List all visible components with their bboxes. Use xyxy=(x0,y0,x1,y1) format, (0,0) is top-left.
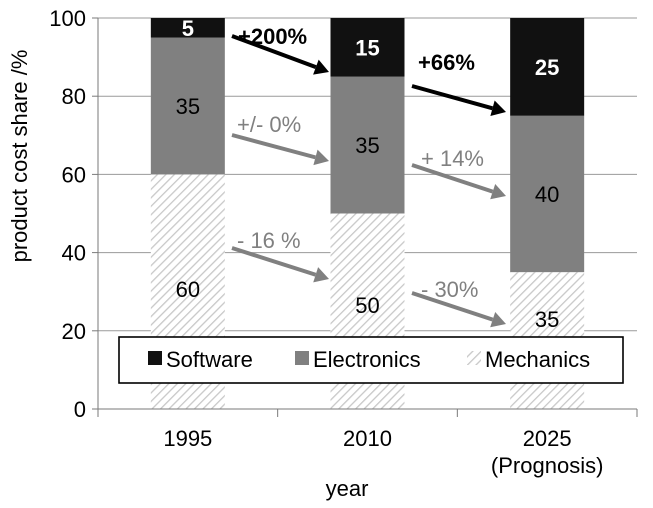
y-tick-label: 60 xyxy=(62,162,86,187)
arrow-label: +/- 0% xyxy=(237,112,301,137)
arrow-shaft xyxy=(411,163,494,194)
legend: Software Electronics Mechanics xyxy=(118,336,624,384)
bar-electronics xyxy=(510,115,585,273)
bar-software xyxy=(150,18,225,38)
arrow-label: - 30% xyxy=(421,277,478,302)
y-tick-label: 0 xyxy=(74,397,86,422)
arrow-shaft xyxy=(411,291,494,322)
arrow-shaft xyxy=(231,133,316,160)
bar-electronics xyxy=(330,76,405,214)
x-axis-label: year xyxy=(326,476,369,501)
arrow-head xyxy=(490,184,506,200)
legend-swatch-mechanics xyxy=(467,351,481,365)
arrow-head xyxy=(490,100,506,116)
arrow-head xyxy=(313,267,329,283)
legend-label-mechanics: Mechanics xyxy=(485,347,590,372)
bar-value-label-mechanics: 50 xyxy=(355,293,379,318)
arrow-shaft xyxy=(411,84,494,111)
bar-value-label-software: 5 xyxy=(182,16,194,41)
y-tick-label: 100 xyxy=(49,6,86,31)
y-axis-label: product cost share /% xyxy=(7,50,32,263)
bar-value-label-electronics: 35 xyxy=(355,133,379,158)
arrow-label: + 14% xyxy=(421,146,484,171)
legend-label-software: Software xyxy=(166,347,253,372)
x-tick-label: 2025 xyxy=(523,426,572,451)
legend-swatch-electronics xyxy=(295,351,309,365)
legend-swatch-software xyxy=(148,351,162,365)
legend-box xyxy=(118,336,624,384)
arrow-label: +66% xyxy=(418,50,475,75)
arrow-shaft xyxy=(231,34,317,70)
arrow-head xyxy=(313,59,329,75)
bar-software xyxy=(510,18,585,116)
x-tick-label: 1995 xyxy=(163,426,212,451)
arrow-label: - 16 % xyxy=(237,228,301,253)
bar-value-label-software: 15 xyxy=(355,35,379,60)
y-tick-label: 40 xyxy=(62,241,86,266)
x-tick-label: 2010 xyxy=(343,426,392,451)
x-tick-label-sub: (Prognosis) xyxy=(491,453,603,478)
bar-value-labels: 60 35 5 50 35 15 35 40 25 xyxy=(176,16,560,332)
arrow-label: +200% xyxy=(238,24,307,49)
bar-value-label-software: 25 xyxy=(535,55,559,80)
change-arrows: +200% +66% +/- 0% + 14% - 16 % - 30% xyxy=(231,24,506,328)
arrow-head xyxy=(490,312,506,328)
bar-software xyxy=(330,18,405,77)
arrow-head xyxy=(313,149,329,166)
y-tick-label: 80 xyxy=(62,84,86,109)
bar-electronics xyxy=(150,37,225,175)
bar-value-label-mechanics: 35 xyxy=(535,307,559,332)
arrow-shaft xyxy=(231,246,317,277)
y-tick-label: 20 xyxy=(62,319,86,344)
axes: 0 20 40 60 80 100 1995 2010 2025(Prognosis) xyxy=(49,6,638,478)
bar-value-label-mechanics: 60 xyxy=(176,277,200,302)
bar-value-label-electronics: 35 xyxy=(176,94,200,119)
bar-value-label-electronics: 40 xyxy=(535,182,559,207)
legend-label-electronics: Electronics xyxy=(313,347,421,372)
